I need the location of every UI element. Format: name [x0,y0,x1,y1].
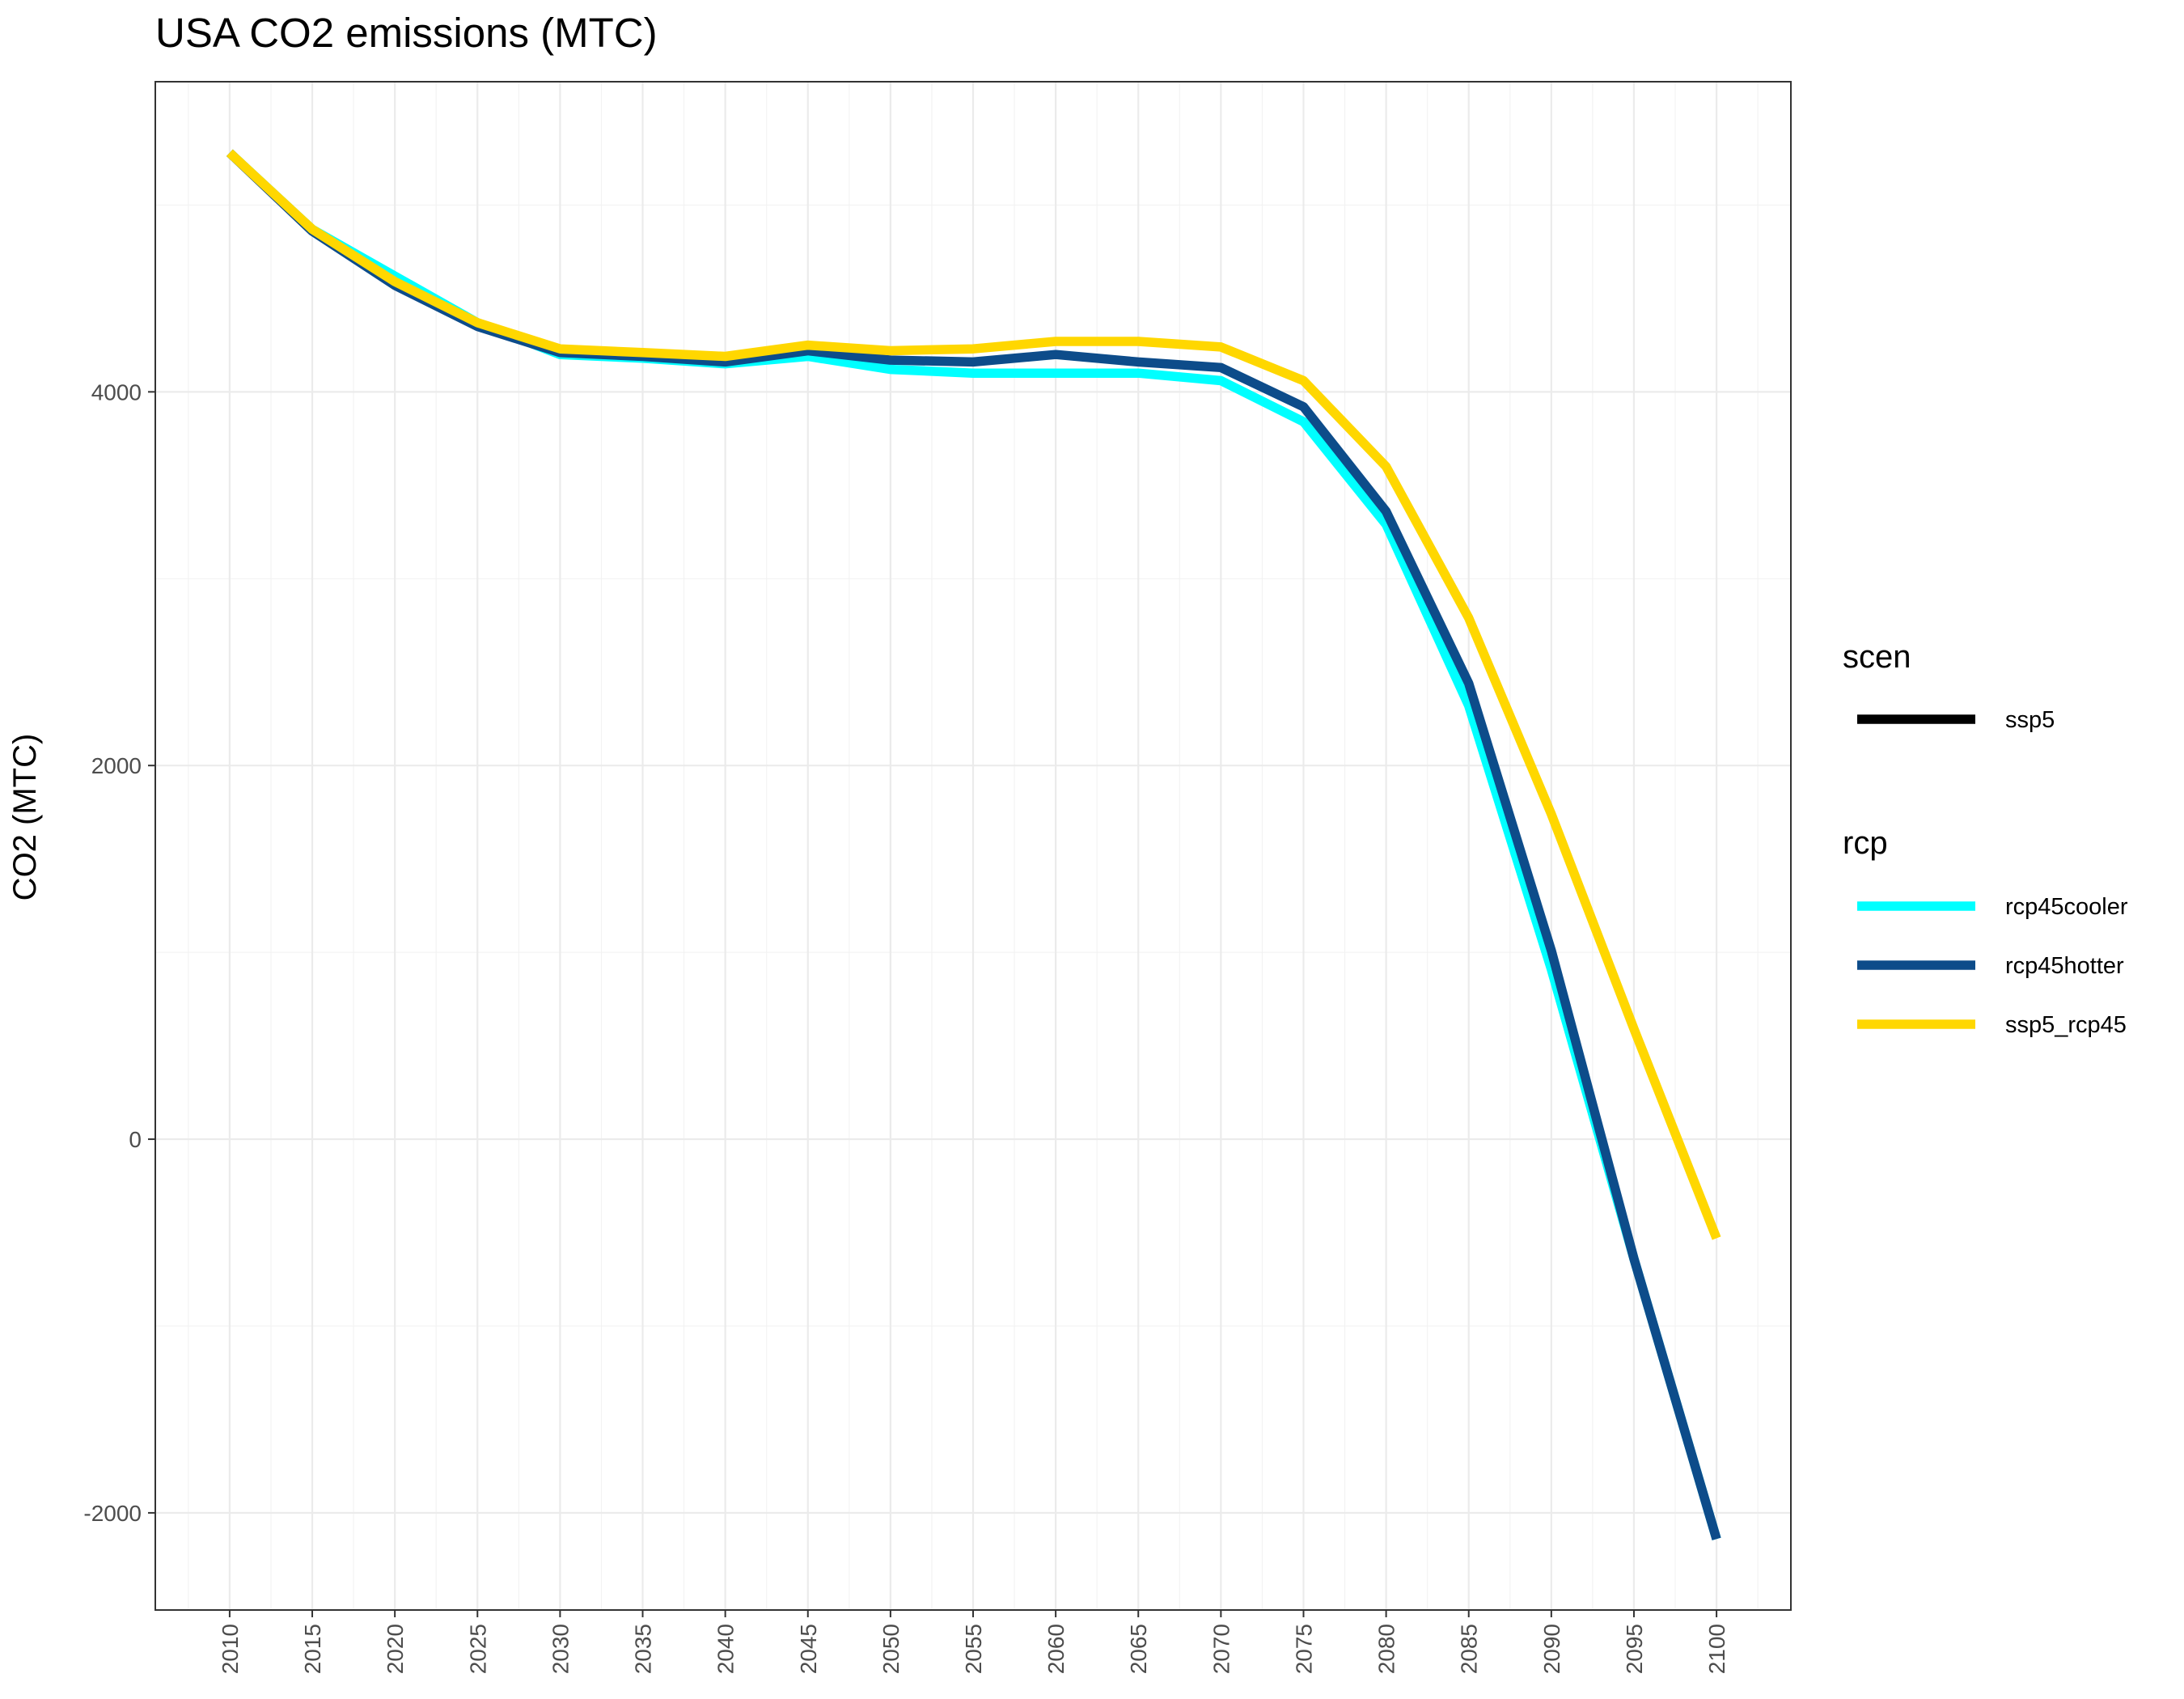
legend: scen ssp5 rcp rcp45cooler rcp45hotter ssp5_rc… [1843,639,2128,1038]
x-tick-label: 2025 [465,1624,490,1674]
x-tick-label: 2085 [1457,1624,1482,1674]
legend-label-ssp5_rcp45: ssp5_rcp45 [2005,1012,2127,1038]
x-tick-label: 2070 [1208,1624,1234,1674]
legend-label-ssp5: ssp5 [2005,707,2055,733]
x-tick-label: 2020 [383,1624,408,1674]
x-tick-label: 2045 [796,1624,821,1674]
x-tick-label: 2065 [1126,1624,1151,1674]
x-tick-label: 2050 [878,1624,904,1674]
x-tick-label: 2030 [548,1624,573,1674]
x-tick-label: 2015 [300,1624,325,1674]
x-tick-label: 2095 [1622,1624,1647,1674]
x-axis: 2010 2015 2020 2025 2030 2035 2040 2045 2050 2055… [218,1610,1729,1674]
x-tick-label: 2080 [1374,1624,1399,1674]
major-gridlines [155,82,1791,1610]
legend-title-rcp: rcp [1843,825,1888,861]
x-tick-label: 2040 [713,1624,739,1674]
series-lines [226,149,1721,1540]
x-tick-label: 2090 [1539,1624,1564,1674]
y-tick-label: 2000 [91,753,142,778]
y-axis: -2000 0 2000 4000 [83,379,155,1526]
legend-title-scen: scen [1843,639,1911,675]
legend-label-rcp45hotter: rcp45hotter [2005,953,2124,979]
series-line-ssp5_rcp45 [226,149,1721,1240]
y-axis-title: CO2 (MTC) [7,734,43,901]
y-tick-label: -2000 [83,1501,142,1526]
plot-area [154,81,1792,1611]
legend-label-rcp45cooler: rcp45cooler [2005,894,2128,920]
x-tick-label: 2060 [1043,1624,1069,1674]
chart-title: USA CO2 emissions (MTC) [155,10,658,56]
x-tick-label: 2035 [631,1624,656,1674]
x-tick-label: 2055 [961,1624,986,1674]
y-tick-label: 0 [129,1127,142,1152]
y-tick-label: 4000 [91,379,142,405]
x-tick-label: 2100 [1704,1624,1729,1674]
x-tick-label: 2075 [1291,1624,1316,1674]
x-tick-label: 2010 [218,1624,243,1674]
